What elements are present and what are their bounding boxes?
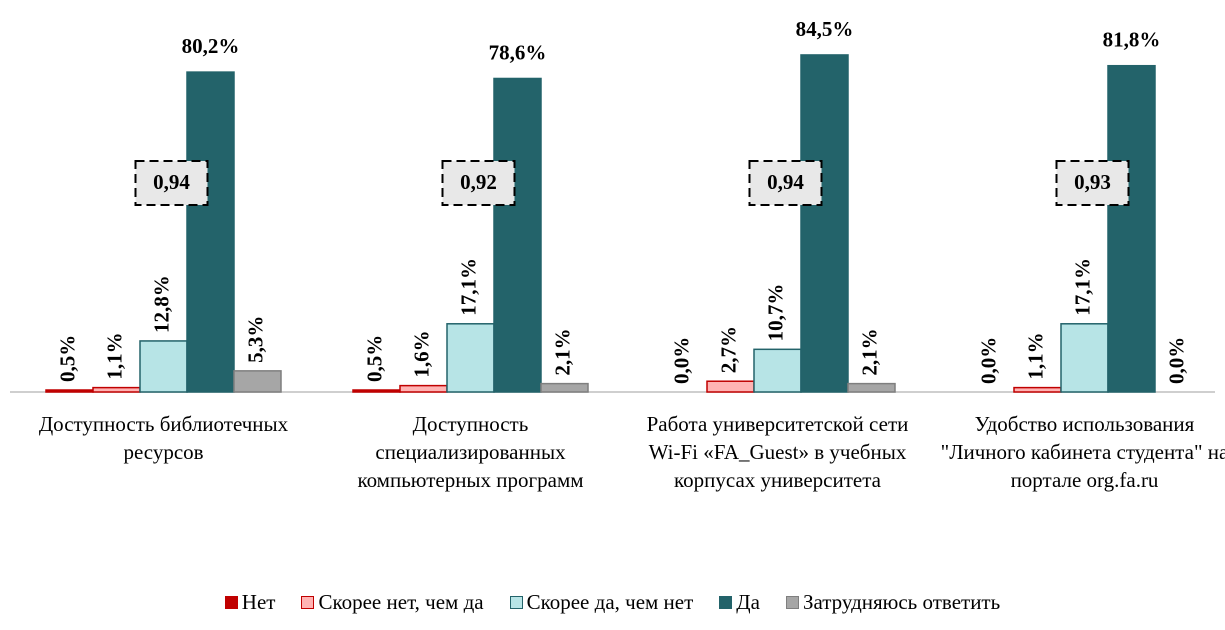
- bar: [186, 71, 235, 393]
- legend-label: Нет: [241, 590, 276, 614]
- value-label: 1,6%: [409, 330, 433, 377]
- bar: [1107, 64, 1156, 393]
- bar: [399, 384, 448, 393]
- legend-item: Да: [719, 590, 760, 615]
- legend-item: Затрудняюсь ответить: [785, 590, 1001, 615]
- annotation-box: [441, 160, 516, 206]
- value-label: 0,5%: [362, 335, 386, 382]
- legend-swatch: [224, 596, 238, 609]
- value-label: 0,0%: [1164, 337, 1188, 384]
- value-label: 5,3%: [243, 316, 267, 363]
- bar: [800, 54, 849, 393]
- legend-label: Скорее да, чем нет: [526, 590, 694, 614]
- x-tick-label: Доступность библиотечных ресурсов: [38, 412, 289, 464]
- legend-label: Скорее нет, чем да: [318, 590, 484, 614]
- legend-item: Скорее нет, чем да: [301, 590, 484, 615]
- x-tick-label: Доступность специализированных компьютер…: [357, 412, 584, 492]
- value-label: 80,2%: [182, 34, 240, 58]
- legend-item: Нет: [224, 590, 276, 615]
- bar: [1013, 386, 1062, 393]
- legend-label: Затрудняюсь ответить: [802, 590, 1001, 614]
- legend-swatch: [719, 596, 733, 609]
- value-label: 0,0%: [669, 337, 693, 384]
- value-label: 0,5%: [55, 335, 79, 382]
- bar: [45, 389, 94, 393]
- bar: [139, 340, 188, 393]
- legend-swatch: [785, 596, 799, 609]
- annotation-box: [134, 160, 209, 206]
- bar: [847, 382, 896, 393]
- value-label: 84,5%: [796, 17, 854, 41]
- annotation: 0,94: [767, 170, 804, 194]
- value-label: 2,1%: [550, 328, 574, 375]
- bar: [446, 323, 495, 393]
- value-label: 0,0%: [976, 337, 1000, 384]
- value-label: 81,8%: [1103, 28, 1161, 52]
- bar: [92, 386, 141, 393]
- bar: [706, 380, 755, 393]
- value-label: 2,1%: [857, 328, 881, 375]
- value-label: 1,1%: [102, 332, 126, 379]
- value-label: 1,1%: [1023, 332, 1047, 379]
- x-tick-label: Удобство использования "Личного кабинета…: [940, 412, 1225, 492]
- value-label: 2,7%: [716, 326, 740, 373]
- annotation: 0,92: [460, 170, 497, 194]
- annotation-box: [748, 160, 823, 206]
- annotation-box: [1055, 160, 1130, 206]
- annotation: 0,94: [153, 170, 190, 194]
- legend-item: Скорее да, чем нет: [509, 590, 694, 615]
- bar: [1060, 323, 1109, 393]
- legend: Нет Скорее нет, чем да Скорее да, чем нет Д…: [0, 590, 1225, 615]
- bar: [493, 77, 542, 393]
- x-tick-label: Работа университетской сети Wi-Fi «FA_Gu…: [646, 412, 909, 492]
- legend-swatch: [509, 596, 523, 609]
- value-label: 78,6%: [489, 40, 547, 64]
- value-label: 17,1%: [456, 258, 480, 316]
- bar: [233, 370, 282, 393]
- value-label: 17,1%: [1070, 258, 1094, 316]
- legend-label: Да: [736, 590, 760, 614]
- bar: [352, 389, 401, 393]
- annotation: 0,93: [1074, 170, 1111, 194]
- value-label: 12,8%: [149, 275, 173, 333]
- bar: [753, 348, 802, 393]
- bar: [540, 382, 589, 393]
- value-label: 10,7%: [763, 284, 787, 342]
- legend-swatch: [301, 596, 315, 609]
